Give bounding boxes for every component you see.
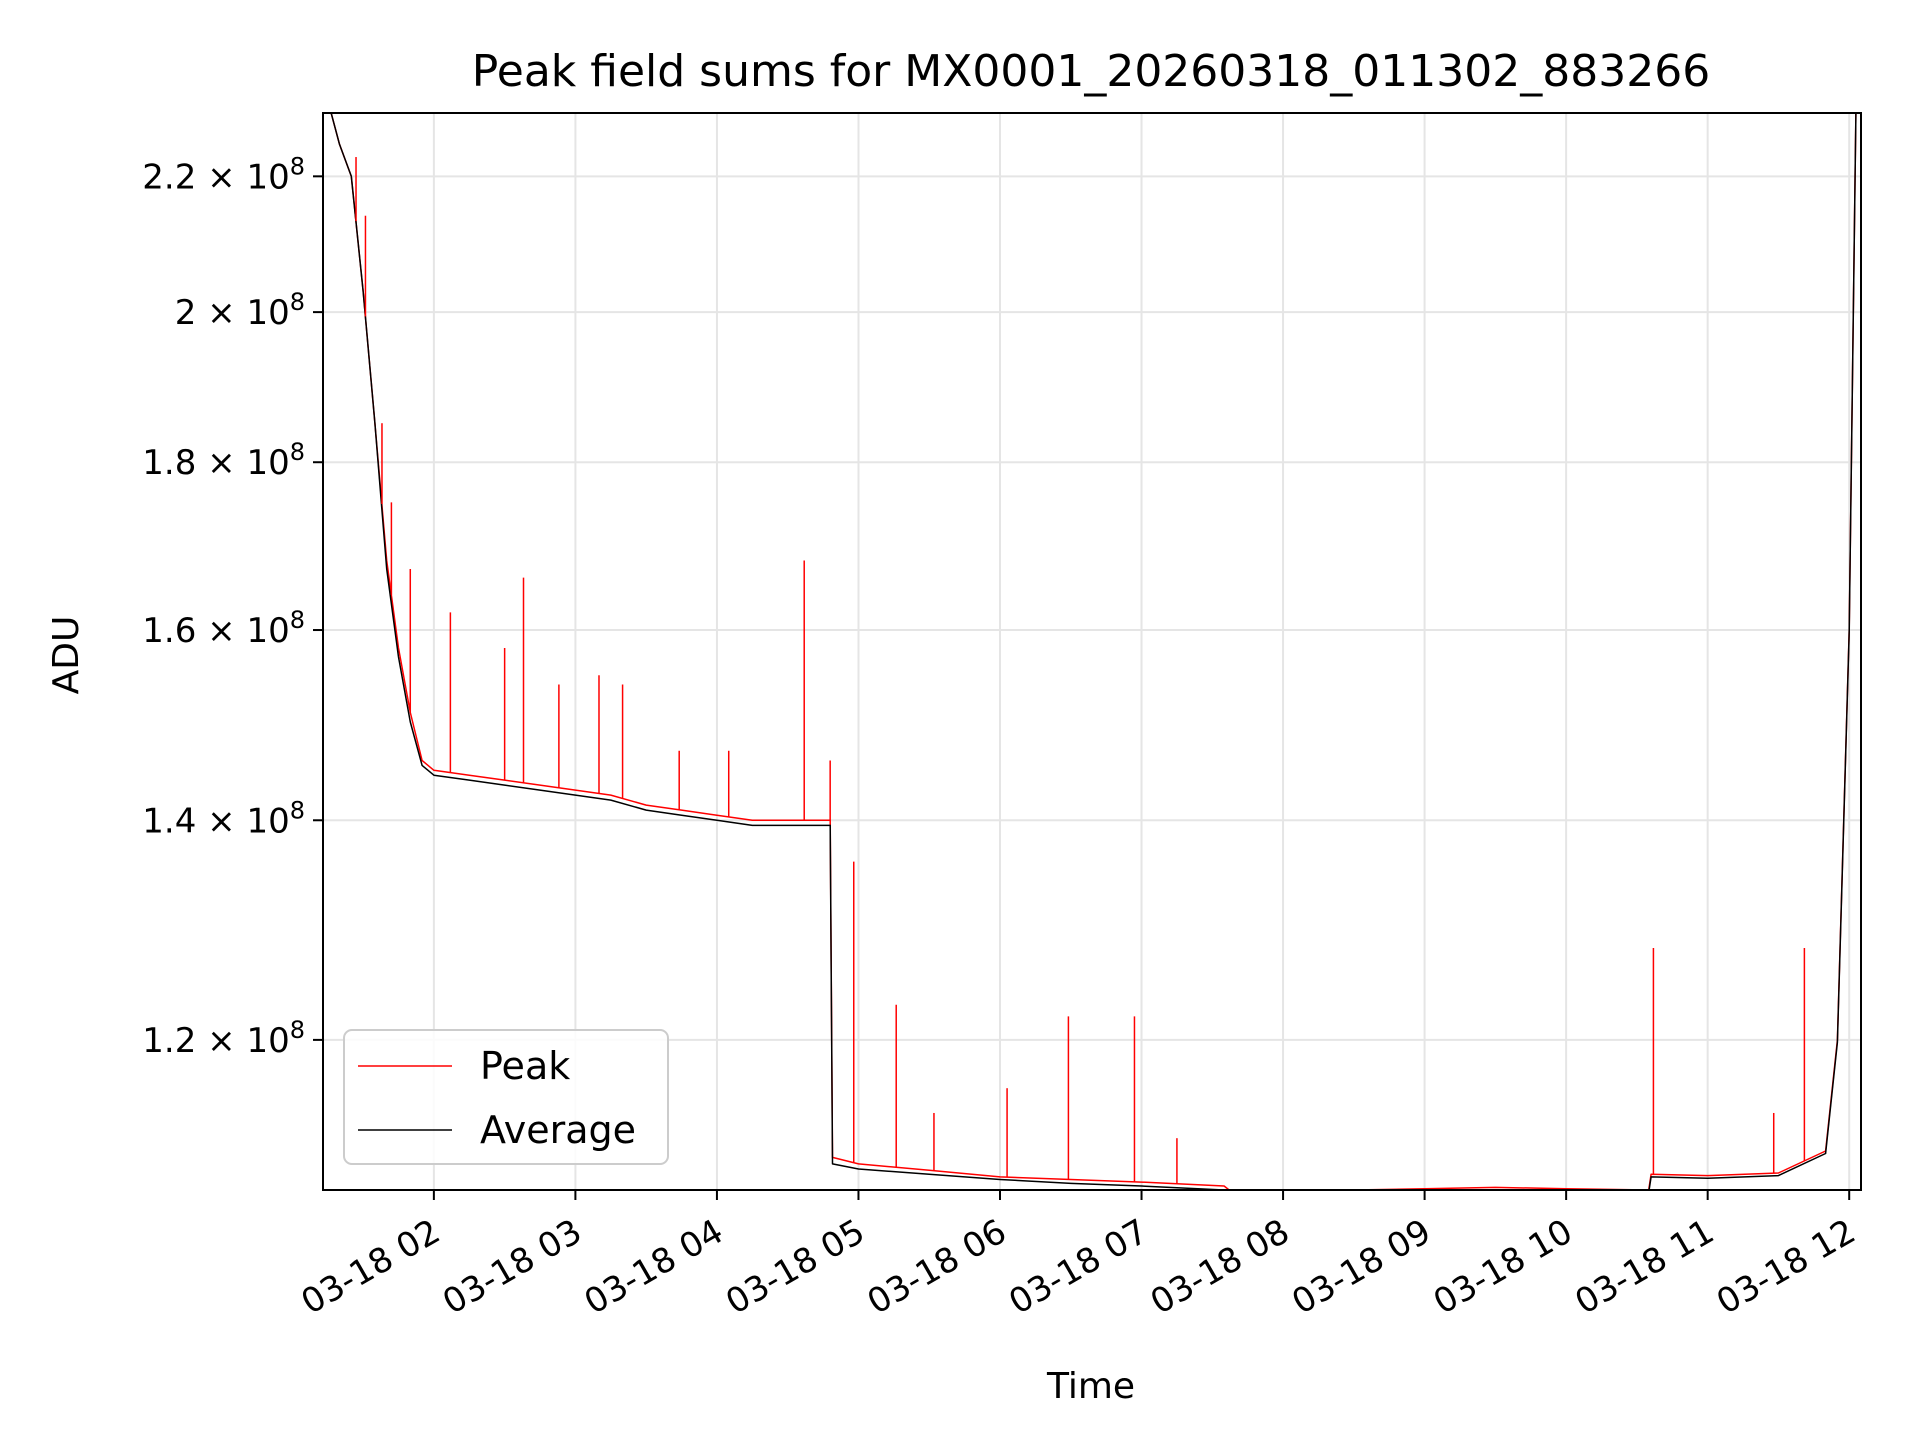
- legend: Peak Average: [343, 1029, 669, 1165]
- chart-title: Peak field sums for MX0001_20260318_0113…: [472, 46, 1710, 97]
- series-layer: [330, 113, 1857, 1190]
- x-axis-label: Time: [1046, 1366, 1135, 1407]
- series-line-average: [330, 113, 1857, 1190]
- legend-label-peak: Peak: [480, 1044, 570, 1088]
- y-tick-label: 1.2 × 108: [142, 1016, 305, 1061]
- y-tick-label: 2 × 108: [175, 288, 305, 333]
- legend-label-average: Average: [480, 1108, 636, 1152]
- plot-frame: [322, 112, 1862, 1191]
- y-tick-label: 1.6 × 108: [142, 606, 305, 651]
- y-axis-label: ADU: [46, 616, 87, 695]
- y-tick-label: 1.4 × 108: [142, 796, 305, 841]
- y-tick-label: 1.8 × 108: [142, 438, 305, 483]
- y-tick-label: 2.2 × 108: [142, 152, 305, 197]
